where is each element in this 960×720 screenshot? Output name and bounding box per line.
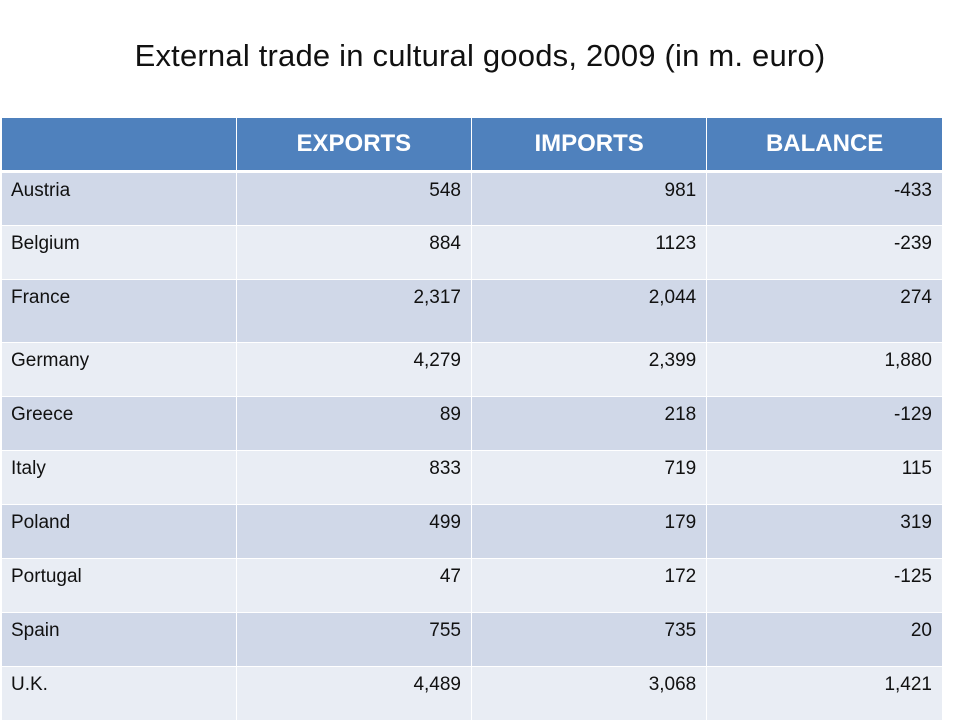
exports-cell: 2,317 xyxy=(236,279,472,343)
imports-cell: 172 xyxy=(471,558,708,613)
table-row: France 2,317 2,044 274 xyxy=(2,279,942,343)
header-imports: IMPORTS xyxy=(471,118,708,173)
imports-cell: 735 xyxy=(471,612,708,667)
exports-cell: 755 xyxy=(236,612,472,667)
table-row: Portugal 47 172 -125 xyxy=(2,558,942,613)
country-cell: U.K. xyxy=(2,666,237,720)
table-row: Spain 755 735 20 xyxy=(2,612,942,667)
balance-cell: 319 xyxy=(706,504,942,559)
imports-cell: 981 xyxy=(471,171,708,226)
imports-cell: 2,399 xyxy=(471,342,708,397)
table-row: Austria 548 981 -433 xyxy=(2,171,942,226)
trade-table: EXPORTS IMPORTS BALANCE Austria 548 981 … xyxy=(2,118,942,720)
table-row: Belgium 884 1123 -239 xyxy=(2,225,942,280)
table-row: Poland 499 179 319 xyxy=(2,504,942,559)
exports-cell: 47 xyxy=(236,558,472,613)
exports-cell: 4,489 xyxy=(236,666,472,720)
country-cell: Greece xyxy=(2,396,237,451)
table-row: Greece 89 218 -129 xyxy=(2,396,942,451)
slide-title: External trade in cultural goods, 2009 (… xyxy=(134,38,826,73)
imports-cell: 179 xyxy=(471,504,708,559)
imports-cell: 2,044 xyxy=(471,279,708,343)
table-row: Germany 4,279 2,399 1,880 xyxy=(2,342,942,397)
balance-cell: 1,421 xyxy=(706,666,942,720)
imports-cell: 218 xyxy=(471,396,708,451)
table-row: U.K. 4,489 3,068 1,421 xyxy=(2,666,942,720)
country-cell: Italy xyxy=(2,450,237,505)
table-row: Italy 833 719 115 xyxy=(2,450,942,505)
balance-cell: 115 xyxy=(706,450,942,505)
header-exports: EXPORTS xyxy=(236,118,472,173)
exports-cell: 4,279 xyxy=(236,342,472,397)
balance-cell: 1,880 xyxy=(706,342,942,397)
exports-cell: 833 xyxy=(236,450,472,505)
country-cell: Poland xyxy=(2,504,237,559)
imports-cell: 3,068 xyxy=(471,666,708,720)
country-cell: Germany xyxy=(2,342,237,397)
balance-cell: -239 xyxy=(706,225,942,280)
exports-cell: 89 xyxy=(236,396,472,451)
balance-cell: -129 xyxy=(706,396,942,451)
country-cell: Belgium xyxy=(2,225,237,280)
exports-cell: 884 xyxy=(236,225,472,280)
balance-cell: 20 xyxy=(706,612,942,667)
imports-cell: 719 xyxy=(471,450,708,505)
exports-cell: 548 xyxy=(236,171,472,226)
exports-cell: 499 xyxy=(236,504,472,559)
header-country xyxy=(2,118,237,173)
balance-cell: -125 xyxy=(706,558,942,613)
balance-cell: -433 xyxy=(706,171,942,226)
balance-cell: 274 xyxy=(706,279,942,343)
country-cell: Austria xyxy=(2,171,237,226)
country-cell: Spain xyxy=(2,612,237,667)
country-cell: France xyxy=(2,279,237,343)
imports-cell: 1123 xyxy=(471,225,708,280)
country-cell: Portugal xyxy=(2,558,237,613)
header-balance: BALANCE xyxy=(706,118,942,173)
table-header-row: EXPORTS IMPORTS BALANCE xyxy=(2,118,942,173)
